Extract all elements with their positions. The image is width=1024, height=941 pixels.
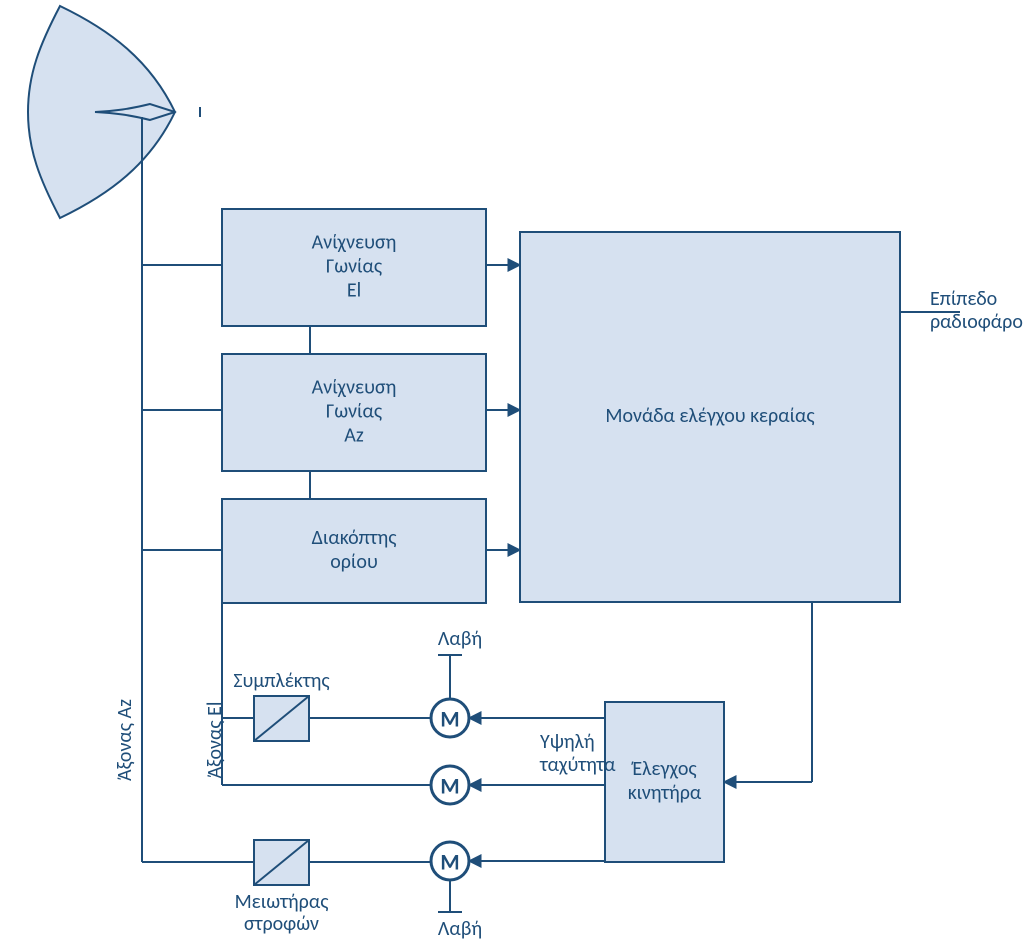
block-reducer-caption: Μειωτήρας [235, 890, 330, 914]
motor-m2-label: M [440, 773, 459, 800]
block-motor_ctrl-label: κινητήρα [628, 781, 702, 805]
block-detect_el-label: Ανίχνευση [312, 230, 397, 254]
block-detect_el-label: El [347, 278, 361, 302]
label-beacon: Επίπεδο [930, 287, 997, 311]
block-detect_az-label: Az [344, 423, 364, 447]
label-handle_top: Λαβή [438, 627, 482, 651]
block-detect_el-label: Γωνίας [326, 254, 383, 278]
label-high_speed: ταχύτητα [539, 753, 616, 777]
block-clutch-caption: Συμπλέκτης [233, 669, 330, 693]
motor-m3-label: M [440, 849, 459, 876]
block-detect_az-label: Γωνίας [326, 399, 383, 423]
block-limit_sw-label: ορίου [330, 550, 378, 574]
label-high_speed: Υψηλή [540, 730, 595, 754]
block-limit_sw-label: Διακόπτης [312, 526, 398, 550]
block-acu-label: Μονάδα ελέγχου κεραίας [605, 404, 815, 428]
antenna-dish-icon [28, 6, 175, 218]
label-beacon: ραδιοφάρου [930, 310, 1024, 334]
block-motor_ctrl-label: Έλεγχος [630, 757, 697, 781]
block-detect_az-label: Ανίχνευση [312, 375, 397, 399]
label-axis_az: Άξονας Az [113, 699, 137, 781]
motor-m1-label: M [440, 706, 459, 733]
label-handle_bot: Λαβή [438, 917, 482, 941]
label-axis_el: Άξονας El [203, 702, 227, 779]
block-reducer-caption: στροφών [244, 912, 319, 936]
